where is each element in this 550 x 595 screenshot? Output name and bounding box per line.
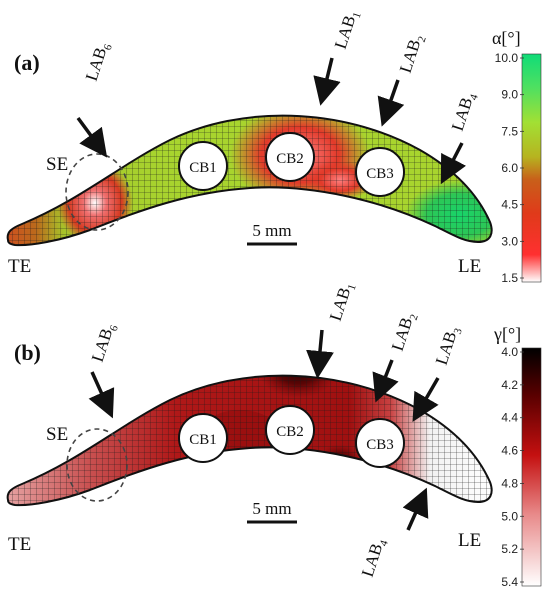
panel-b: (b) CB1 CB2 CB3 SE TE LE	[6, 280, 542, 589]
colorbar-tick-label: 5.4	[501, 575, 518, 589]
panel-label: (a)	[14, 50, 40, 75]
colorbar-ticks: 4.0 4.2 4.4 4.6 4.8 5.0 5.2 5.4	[501, 345, 524, 589]
colorbar-gamma: γ[°] 4.0 4.2 4.4 4.6 4.8 5.0 5.2 5.4	[493, 324, 542, 589]
colorbar-tick-label: 9.0	[501, 88, 518, 102]
cooling-bore-cb1: CB1	[178, 141, 228, 191]
edge-label-se: SE	[46, 424, 68, 445]
cooling-bore-cb3: CB3	[355, 147, 405, 197]
colorbar-tick-label: 10.0	[495, 51, 519, 65]
arrow-lab6: LAB6	[76, 39, 115, 158]
edge-label-se: SE	[46, 154, 68, 175]
colorbar-tick-label: 5.2	[501, 542, 518, 556]
arrow-lab4: LAB4	[440, 89, 481, 185]
cb-label: CB3	[366, 437, 394, 453]
cb-label: CB2	[276, 151, 304, 167]
cb-label: CB1	[189, 432, 217, 448]
cooling-bore-cb3: CB3	[355, 418, 405, 468]
colorbar-tick-label: 4.0	[501, 345, 518, 359]
lab-label: LAB1	[326, 280, 359, 324]
arrow-lab1: LAB1	[313, 8, 364, 106]
colorbar-tick-label: 4.4	[501, 411, 518, 425]
arrow-lab3: LAB3	[412, 323, 465, 423]
colorbar-tick-label: 4.8	[501, 476, 518, 490]
arrow-lab1: LAB1	[306, 280, 359, 379]
cb-label: CB3	[366, 166, 394, 182]
arrow-lab6: LAB6	[88, 320, 121, 419]
edge-label-le: LE	[458, 256, 481, 277]
lab-label: LAB2	[388, 310, 421, 354]
colorbar-title: γ[°]	[493, 324, 521, 344]
lab-label: LAB4	[358, 535, 391, 580]
lab-label: LAB4	[448, 89, 481, 134]
colorbar-tick-label: 4.5	[501, 198, 518, 212]
colorbar-tick-label: 6.0	[501, 161, 518, 175]
arrow-lab4: LAB4	[358, 487, 429, 580]
colorbar-title: α[°]	[492, 28, 521, 48]
cooling-bore-cb2: CB2	[265, 132, 315, 182]
panel-a: (a) CB1 CB2 CB3 SE	[6, 8, 542, 285]
colorbar-alpha: α[°] 10.0 9.0 7.5 6.0 4.5 3.0 1.5	[492, 28, 542, 285]
cb-label: CB1	[189, 160, 217, 176]
edge-label-te: TE	[8, 534, 31, 555]
lab-label: LAB2	[396, 32, 429, 76]
edge-label-le: LE	[458, 530, 481, 551]
lab-label: LAB3	[432, 323, 465, 368]
colorbar-tick-label: 3.0	[501, 234, 518, 248]
arrow-lab2: LAB2	[377, 32, 429, 127]
colorbar-tick-label: 5.0	[501, 509, 518, 523]
arrow-lab2: LAB2	[372, 310, 421, 403]
colorbar-ticks: 10.0 9.0 7.5 6.0 4.5 3.0 1.5	[495, 51, 524, 285]
edge-label-te: TE	[8, 256, 31, 277]
lab-label: LAB1	[331, 8, 364, 52]
blade-section	[6, 374, 493, 507]
panel-label: (b)	[14, 340, 41, 365]
colorbar-tick-label: 7.5	[501, 124, 518, 138]
lab-label: LAB6	[82, 39, 115, 84]
cooling-bore-cb2: CB2	[265, 405, 315, 455]
scale-bar-label: 5 mm	[252, 499, 291, 518]
colorbar-tick-label: 4.2	[501, 378, 518, 392]
se-dashed-region	[66, 428, 128, 502]
colorbar-tick-label: 1.5	[501, 271, 518, 285]
scale-bar-label: 5 mm	[252, 221, 291, 240]
cooling-bore-cb1: CB1	[178, 413, 228, 463]
lab-label: LAB6	[88, 320, 121, 365]
colorbar-tick-label: 4.6	[501, 444, 518, 458]
scale-bar: 5 mm	[247, 221, 297, 246]
cb-label: CB2	[276, 424, 304, 440]
scale-bar: 5 mm	[247, 499, 297, 524]
